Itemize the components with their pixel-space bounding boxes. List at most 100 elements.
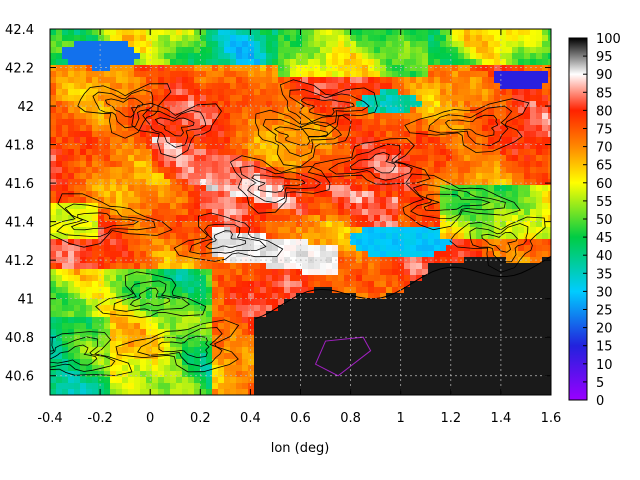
heatmap-cell: [50, 167, 56, 173]
heatmap-cell: [248, 71, 254, 77]
heatmap-cell: [500, 287, 506, 293]
heatmap-cell: [374, 185, 380, 191]
heatmap-cell: [500, 35, 506, 41]
heatmap-cell: [476, 143, 482, 149]
heatmap-cell: [530, 311, 536, 317]
heatmap-cell: [308, 323, 314, 329]
heatmap-cell: [224, 77, 230, 83]
heatmap-cell: [164, 197, 170, 203]
heatmap-cell: [542, 101, 548, 107]
heatmap-cell: [224, 353, 230, 359]
heatmap-cell: [212, 281, 218, 287]
heatmap-cell: [272, 287, 278, 293]
heatmap-cell: [140, 251, 146, 257]
heatmap-cell: [254, 341, 260, 347]
heatmap-cell: [170, 113, 176, 119]
heatmap-cell: [350, 47, 356, 53]
heatmap-cell: [302, 317, 308, 323]
heatmap-cell: [224, 299, 230, 305]
heatmap-cell: [452, 215, 458, 221]
heatmap-cell: [296, 329, 302, 335]
heatmap-cell: [458, 35, 464, 41]
heatmap-cell: [338, 233, 344, 239]
heatmap-cell: [296, 215, 302, 221]
heatmap-cell: [224, 227, 230, 233]
heatmap-cell: [218, 251, 224, 257]
heatmap-cell: [458, 71, 464, 77]
heatmap-cell: [122, 353, 128, 359]
heatmap-cell: [512, 281, 518, 287]
heatmap-cell: [212, 305, 218, 311]
heatmap-cell: [152, 119, 158, 125]
heatmap-cell: [392, 113, 398, 119]
heatmap-cell: [56, 125, 62, 131]
heatmap-cell: [422, 191, 428, 197]
heatmap-cell: [314, 47, 320, 53]
heatmap-cell: [410, 65, 416, 71]
heatmap-cell: [410, 89, 416, 95]
heatmap-cell: [368, 89, 374, 95]
heatmap-cell: [206, 281, 212, 287]
heatmap-cell: [272, 323, 278, 329]
heatmap-cell: [494, 101, 500, 107]
heatmap-cell: [434, 161, 440, 167]
heatmap-cell: [50, 173, 56, 179]
heatmap-cell: [542, 293, 548, 299]
heatmap-cell: [506, 89, 512, 95]
heatmap-cell: [68, 59, 74, 65]
heatmap-cell: [458, 365, 464, 371]
heatmap-cell: [374, 209, 380, 215]
heatmap-cell: [242, 293, 248, 299]
heatmap-cell: [452, 41, 458, 47]
heatmap-cell: [200, 191, 206, 197]
heatmap-cell: [176, 59, 182, 65]
heatmap-cell: [68, 281, 74, 287]
heatmap-cell: [278, 47, 284, 53]
heatmap-cell: [422, 353, 428, 359]
heatmap-cell: [74, 221, 80, 227]
heatmap-cell: [242, 245, 248, 251]
heatmap-cell: [338, 77, 344, 83]
heatmap-cell: [344, 287, 350, 293]
heatmap-cell: [470, 251, 476, 257]
heatmap-cell: [434, 311, 440, 317]
heatmap-cell: [230, 215, 236, 221]
heatmap-cell: [368, 377, 374, 383]
heatmap-cell: [392, 41, 398, 47]
heatmap-cell: [284, 29, 290, 35]
heatmap-cell: [104, 137, 110, 143]
heatmap-cell: [266, 29, 272, 35]
heatmap-cell: [440, 245, 446, 251]
heatmap-cell: [518, 137, 524, 143]
heatmap-cell: [230, 347, 236, 353]
heatmap-cell: [146, 53, 152, 59]
heatmap-cell: [254, 137, 260, 143]
heatmap-cell: [170, 293, 176, 299]
heatmap-cell: [404, 161, 410, 167]
heatmap-cell: [164, 29, 170, 35]
heatmap-cell: [368, 239, 374, 245]
heatmap-cell: [104, 377, 110, 383]
heatmap-cell: [146, 143, 152, 149]
heatmap-cell: [524, 161, 530, 167]
heatmap-cell: [368, 293, 374, 299]
heatmap-cell: [518, 65, 524, 71]
heatmap-cell: [476, 257, 482, 263]
heatmap-cell: [266, 89, 272, 95]
heatmap-cell: [320, 191, 326, 197]
heatmap-cell: [158, 137, 164, 143]
heatmap-cell: [470, 281, 476, 287]
heatmap-cell: [452, 377, 458, 383]
heatmap-cell: [338, 215, 344, 221]
heatmap-cell: [494, 245, 500, 251]
heatmap-cell: [116, 131, 122, 137]
heatmap-cell: [386, 59, 392, 65]
heatmap-cell: [254, 275, 260, 281]
heatmap-cell: [278, 269, 284, 275]
heatmap-cell: [326, 167, 332, 173]
heatmap-cell: [428, 335, 434, 341]
heatmap-cell: [320, 53, 326, 59]
heatmap-cell: [170, 323, 176, 329]
heatmap-cell: [404, 35, 410, 41]
heatmap-cell: [110, 371, 116, 377]
